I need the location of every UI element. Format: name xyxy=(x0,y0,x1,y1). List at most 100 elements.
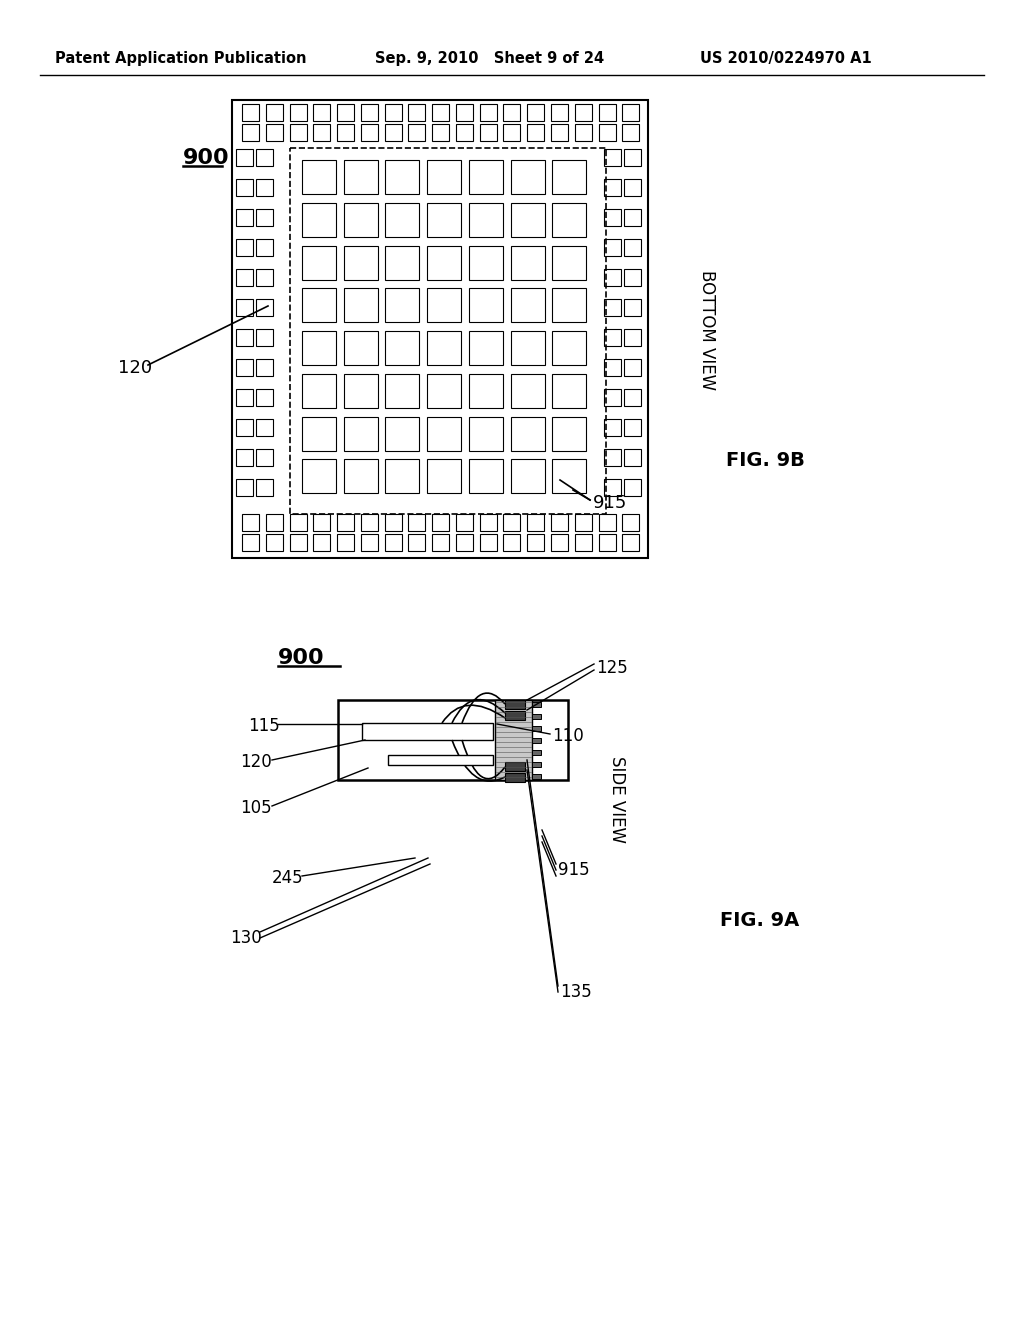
Bar xyxy=(511,459,545,494)
Bar xyxy=(242,513,259,531)
Bar xyxy=(427,374,461,408)
Bar xyxy=(624,389,641,407)
Text: FIG. 9B: FIG. 9B xyxy=(726,450,805,470)
Bar xyxy=(624,449,641,466)
Bar xyxy=(624,149,641,166)
Bar xyxy=(236,269,253,286)
Bar xyxy=(574,104,592,121)
Bar xyxy=(552,246,587,280)
Bar xyxy=(479,104,497,121)
Bar xyxy=(599,513,615,531)
Bar xyxy=(599,124,615,141)
Bar xyxy=(551,104,568,121)
Bar xyxy=(432,513,450,531)
Text: 110: 110 xyxy=(552,727,584,744)
Text: 115: 115 xyxy=(248,717,280,735)
Bar xyxy=(344,203,378,236)
Bar xyxy=(551,124,568,141)
Bar xyxy=(256,479,273,496)
Bar xyxy=(302,246,336,280)
Bar xyxy=(552,417,587,450)
Bar xyxy=(302,374,336,408)
Text: Sep. 9, 2010   Sheet 9 of 24: Sep. 9, 2010 Sheet 9 of 24 xyxy=(375,50,604,66)
Bar xyxy=(479,513,497,531)
Bar xyxy=(344,417,378,450)
Bar xyxy=(290,148,606,513)
Bar xyxy=(302,203,336,236)
Bar xyxy=(604,389,621,407)
Text: SIDE VIEW: SIDE VIEW xyxy=(608,756,626,843)
Bar xyxy=(624,329,641,346)
Bar xyxy=(624,418,641,436)
Text: FIG. 9A: FIG. 9A xyxy=(720,911,800,929)
Bar xyxy=(337,124,354,141)
Bar xyxy=(552,288,587,322)
Bar xyxy=(427,331,461,366)
Bar xyxy=(427,288,461,322)
Bar xyxy=(604,479,621,496)
Bar xyxy=(266,513,283,531)
Bar xyxy=(527,104,545,121)
Bar xyxy=(256,269,273,286)
Bar xyxy=(624,239,641,256)
Bar xyxy=(604,418,621,436)
Bar xyxy=(256,449,273,466)
Bar xyxy=(604,209,621,226)
Bar xyxy=(599,104,615,121)
Bar xyxy=(599,535,615,550)
Bar xyxy=(604,239,621,256)
Bar xyxy=(624,269,641,286)
Bar xyxy=(469,203,503,236)
Bar xyxy=(552,374,587,408)
Bar xyxy=(385,417,420,450)
Bar xyxy=(385,374,420,408)
Bar xyxy=(256,209,273,226)
Bar xyxy=(385,459,420,494)
Text: US 2010/0224970 A1: US 2010/0224970 A1 xyxy=(700,50,871,66)
Bar xyxy=(256,418,273,436)
Bar xyxy=(532,750,541,755)
Bar xyxy=(532,702,541,708)
Bar xyxy=(574,513,592,531)
Bar xyxy=(469,288,503,322)
Bar xyxy=(432,104,450,121)
Bar xyxy=(532,714,541,719)
Bar xyxy=(511,160,545,194)
Bar xyxy=(604,269,621,286)
Bar xyxy=(360,513,378,531)
Bar xyxy=(313,535,331,550)
Bar xyxy=(242,104,259,121)
Bar xyxy=(344,459,378,494)
Bar xyxy=(338,700,568,780)
Bar xyxy=(409,535,425,550)
Bar xyxy=(427,246,461,280)
Bar xyxy=(388,755,493,766)
Bar xyxy=(511,417,545,450)
Bar xyxy=(236,180,253,195)
Bar xyxy=(456,104,473,121)
Bar xyxy=(479,124,497,141)
Bar xyxy=(432,535,450,550)
Bar xyxy=(469,417,503,450)
Bar xyxy=(623,124,639,141)
Bar xyxy=(511,203,545,236)
Bar xyxy=(504,513,520,531)
Bar xyxy=(511,374,545,408)
Bar xyxy=(362,723,493,741)
Bar xyxy=(409,104,425,121)
Bar xyxy=(469,459,503,494)
Bar xyxy=(385,203,420,236)
Text: 900: 900 xyxy=(278,648,325,668)
Bar xyxy=(236,418,253,436)
Bar xyxy=(511,246,545,280)
Bar xyxy=(604,329,621,346)
Bar xyxy=(256,239,273,256)
Bar xyxy=(256,359,273,376)
Bar xyxy=(552,203,587,236)
Bar xyxy=(432,124,450,141)
Bar xyxy=(313,124,331,141)
Bar xyxy=(290,124,306,141)
Bar xyxy=(385,535,401,550)
Bar xyxy=(505,774,525,781)
Bar xyxy=(532,774,541,779)
